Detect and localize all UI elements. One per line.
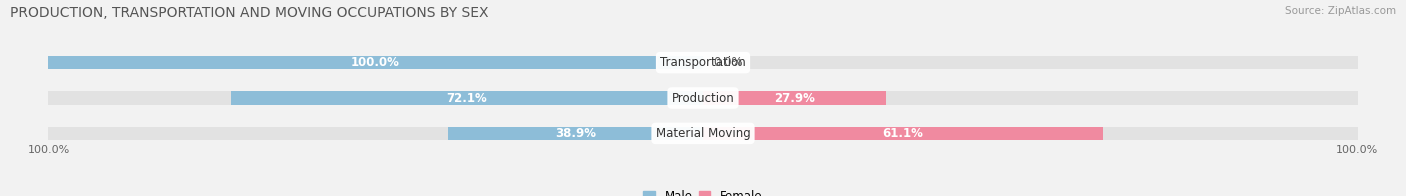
Text: Source: ZipAtlas.com: Source: ZipAtlas.com [1285, 6, 1396, 16]
Text: 38.9%: 38.9% [555, 127, 596, 140]
Text: 0.0%: 0.0% [713, 56, 742, 69]
Text: Material Moving: Material Moving [655, 127, 751, 140]
Bar [703, 127, 1104, 140]
Text: 100.0%: 100.0% [352, 56, 399, 69]
Bar [48, 91, 1358, 105]
Bar [48, 127, 1358, 140]
Legend: Male, Female: Male, Female [638, 185, 768, 196]
Bar [449, 127, 703, 140]
Text: PRODUCTION, TRANSPORTATION AND MOVING OCCUPATIONS BY SEX: PRODUCTION, TRANSPORTATION AND MOVING OC… [10, 6, 488, 20]
Text: 100.0%: 100.0% [1336, 145, 1378, 155]
Text: 72.1%: 72.1% [447, 92, 486, 104]
Text: 27.9%: 27.9% [773, 92, 815, 104]
Text: 100.0%: 100.0% [28, 145, 70, 155]
Text: Transportation: Transportation [661, 56, 745, 69]
Bar [231, 91, 703, 105]
Bar [703, 91, 886, 105]
Bar [48, 56, 703, 69]
Text: 61.1%: 61.1% [883, 127, 924, 140]
Bar [48, 56, 1358, 69]
Text: Production: Production [672, 92, 734, 104]
